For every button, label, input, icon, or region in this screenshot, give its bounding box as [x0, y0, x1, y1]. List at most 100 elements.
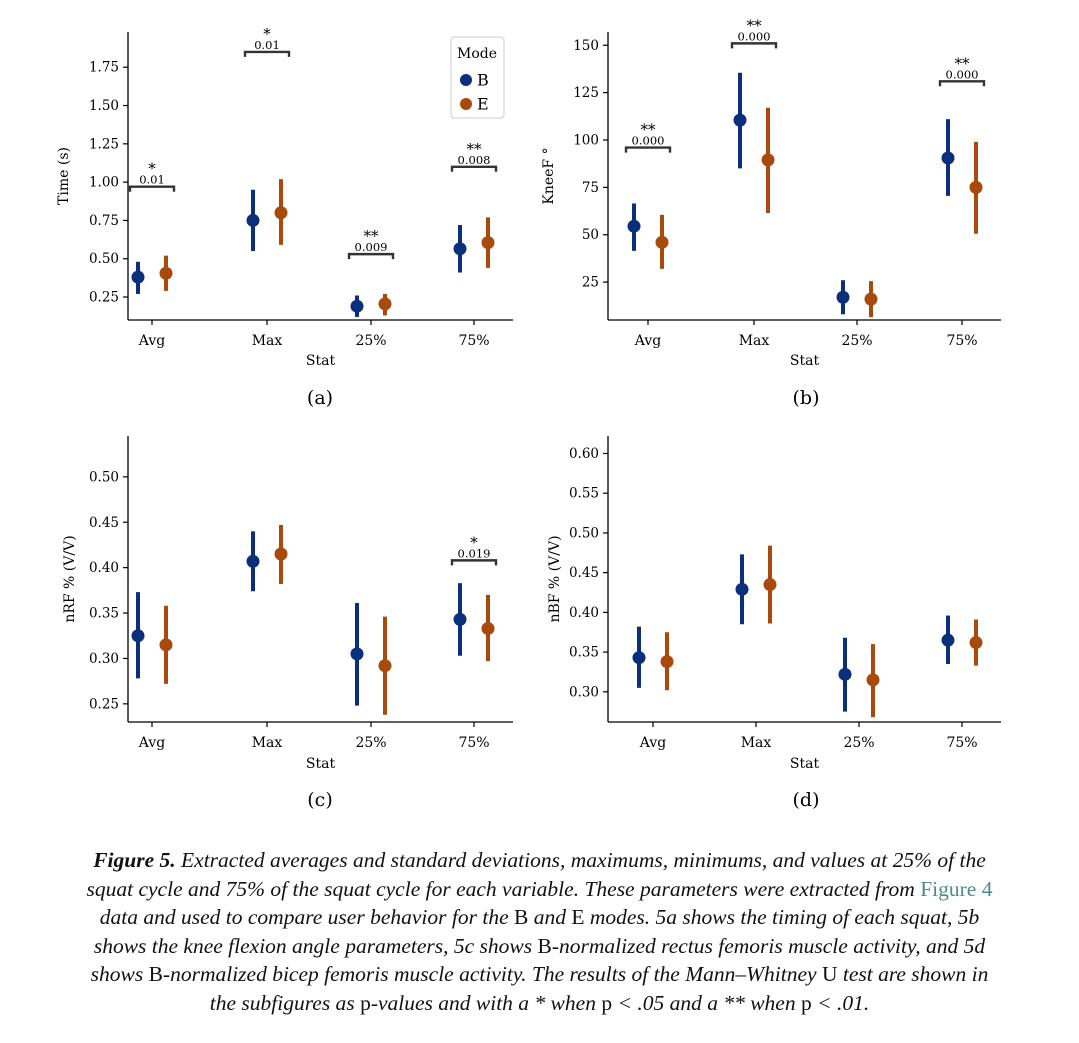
caption-text: B [514, 905, 529, 930]
significance-stars: ** [955, 54, 971, 72]
legend-marker-B [460, 74, 472, 86]
figure-caption: Figure 5. Extracted averages and standar… [0, 846, 1079, 1018]
x-axis-label: Stat [306, 756, 336, 772]
caption-text: Extracted averages and standard deviatio… [175, 848, 986, 872]
data-point-B [453, 612, 467, 626]
significance-bracket [128, 185, 176, 192]
caption-text: E [571, 905, 585, 930]
figure-4-link[interactable]: Figure 4 [920, 876, 993, 901]
panel-label: (d) [793, 789, 820, 811]
data-point-E [378, 297, 392, 311]
y-tick-label: 0.25 [89, 696, 119, 712]
y-tick-label: 0.55 [569, 486, 599, 502]
x-tick-label: Max [739, 333, 770, 349]
p-value-label: 0.019 [458, 546, 491, 560]
chart-panel-c: 0.25 0.30 0.35 0.40 0.45 0.50 Avg Max 25% 75% Stat… [62, 436, 513, 811]
y-tick-label: 1.00 [89, 175, 119, 191]
significance-bracket [730, 42, 778, 49]
p-value-label: 0.01 [254, 38, 280, 52]
x-tick-label: Max [252, 333, 283, 349]
caption-text: p [800, 990, 812, 1015]
significance-stars: ** [641, 121, 657, 139]
caption-text: data and used to compare user behavior f… [99, 905, 514, 930]
significance-bracket [450, 559, 498, 566]
y-axis-label: KneeF ° [541, 147, 557, 204]
caption-text: -normalized bicep femoris muscle activit… [162, 962, 822, 987]
x-tick-label: Avg [138, 333, 165, 349]
y-tick-label: 0.50 [89, 469, 119, 485]
caption-text: the subfigures as [209, 990, 361, 1015]
data-point-E [481, 621, 495, 635]
data-point-B [131, 629, 145, 643]
data-point-E [274, 547, 288, 561]
x-tick-label: 25% [843, 735, 874, 751]
data-point-B [941, 151, 955, 165]
legend-box [450, 36, 505, 119]
y-tick-label: 0.40 [569, 605, 599, 621]
p-value-label: 0.009 [355, 240, 388, 254]
p-value-label: 0.000 [946, 67, 979, 81]
legend-title: Mode [457, 46, 497, 62]
data-point-B [131, 270, 145, 284]
significance-bracket [243, 50, 291, 57]
data-point-B [246, 554, 260, 568]
y-tick-label: 1.75 [89, 60, 119, 76]
data-point-B [941, 633, 955, 647]
y-tick-label: 0.35 [89, 606, 119, 622]
data-point-B [350, 299, 364, 313]
data-point-E [761, 153, 775, 167]
caption-text: -values and with a * when [370, 990, 602, 1015]
chart-panel-a: 0.25 0.50 0.75 1.00 1.25 1.50 1.75 Avg Max 25% 75%… [56, 25, 513, 409]
caption-text: B [148, 962, 163, 987]
caption-text: B [537, 933, 552, 958]
data-point-B [733, 113, 747, 127]
y-tick-label: 150 [573, 38, 599, 54]
x-tick-label: 75% [946, 735, 977, 751]
y-tick-label: 50 [582, 227, 599, 243]
caption-line: shows the knee flexion angle parameters,… [0, 932, 1079, 961]
data-point-E [866, 673, 880, 687]
panel-label: (b) [793, 387, 820, 409]
x-tick-label: 25% [355, 333, 386, 349]
y-tick-label: 0.25 [89, 290, 119, 306]
data-point-E [864, 292, 878, 306]
data-point-E [481, 236, 495, 250]
caption-text: p [360, 990, 371, 1015]
data-point-B [350, 647, 364, 661]
significance-stars: * [148, 160, 156, 178]
x-tick-label: Avg [634, 333, 661, 349]
data-point-E [274, 206, 288, 220]
x-tick-label: 75% [946, 333, 977, 349]
y-axis-label: Time (s) [56, 147, 72, 205]
caption-text: < .05 and a ** when [612, 990, 801, 1015]
data-point-B [836, 290, 850, 304]
x-tick-label: 25% [355, 735, 386, 751]
p-value-label: 0.000 [738, 29, 771, 43]
y-tick-label: 75 [582, 180, 599, 196]
p-value-label: 0.000 [632, 134, 665, 148]
caption-line: the subfigures as p-values and with a * … [0, 989, 1079, 1018]
y-tick-label: 0.50 [569, 525, 599, 541]
legend: Mode BE [450, 36, 505, 119]
data-point-B [627, 219, 641, 233]
data-point-B [246, 213, 260, 227]
y-tick-label: 0.40 [89, 560, 119, 576]
data-point-E [660, 655, 674, 669]
x-tick-label: Max [741, 735, 772, 751]
caption-text: modes. 5a shows the timing of each squat… [584, 905, 980, 930]
caption-text: test are shown in [837, 962, 989, 987]
data-point-B [453, 242, 467, 256]
legend-label-B: B [477, 71, 489, 90]
y-tick-label: 1.25 [89, 136, 119, 152]
chart-panel-b: 25 50 75 100 125 150 Avg Max 25% 75% Stat KneeF ° 0.… [541, 16, 1001, 409]
caption-label: Figure 5. [93, 848, 176, 872]
x-axis-label: Stat [790, 756, 820, 772]
significance-stars: * [263, 25, 271, 43]
caption-line: shows B-normalized bicep femoris muscle … [0, 960, 1079, 989]
y-tick-label: 0.75 [89, 213, 119, 229]
panel-label: (c) [307, 789, 332, 811]
p-value-label: 0.01 [139, 173, 165, 187]
x-tick-label: 75% [458, 735, 489, 751]
data-point-E [159, 266, 173, 280]
x-axis-label: Stat [790, 353, 820, 369]
